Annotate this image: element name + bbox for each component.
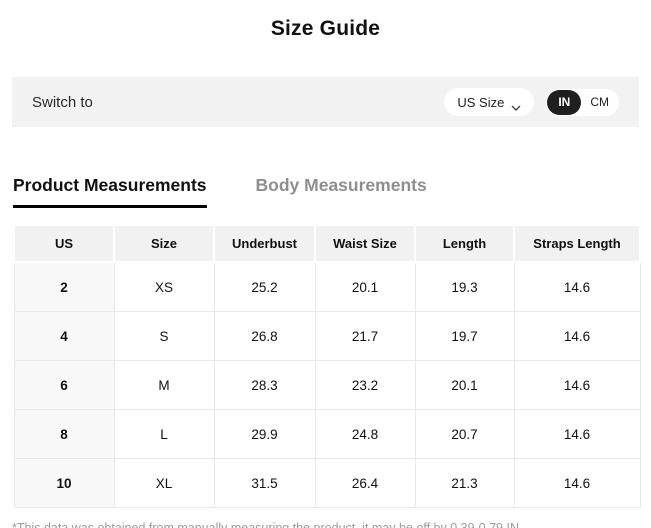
page-title: Size Guide xyxy=(270,17,381,40)
switch-controls: US Size IN CM xyxy=(444,88,619,116)
table-row: 4 S 26.8 21.7 19.7 14.6 xyxy=(13,311,641,361)
cell-straps-length: 14.6 xyxy=(513,458,641,508)
cell-waist-size: 26.4 xyxy=(314,458,416,508)
column-header-straps-length: Straps Length xyxy=(513,224,641,263)
cell-underbust: 26.8 xyxy=(213,311,316,361)
cell-waist-size: 21.7 xyxy=(314,311,416,361)
cell-size: M xyxy=(113,360,215,410)
cell-underbust: 29.9 xyxy=(213,409,316,459)
cell-length: 20.7 xyxy=(414,409,515,459)
cell-waist-size: 23.2 xyxy=(314,360,416,410)
column-header-underbust: Underbust xyxy=(213,224,316,263)
cell-us: 6 xyxy=(13,360,115,410)
cell-underbust: 31.5 xyxy=(213,458,316,508)
cell-waist-size: 24.8 xyxy=(314,409,416,459)
size-standard-dropdown[interactable]: US Size xyxy=(444,88,535,116)
cell-underbust: 28.3 xyxy=(213,360,316,410)
unit-option-in[interactable]: IN xyxy=(547,89,582,115)
table-row: 8 L 29.9 24.8 20.7 14.6 xyxy=(13,409,641,459)
cell-length: 19.3 xyxy=(414,261,515,312)
tab-body-measurements[interactable]: Body Measurements xyxy=(255,175,427,195)
column-header-waist-size: Waist Size xyxy=(314,224,416,263)
measurement-disclaimer: *This data was obtained from manually me… xyxy=(12,521,523,528)
tab-product-measurements[interactable]: Product Measurements xyxy=(13,175,207,208)
cell-us: 8 xyxy=(13,409,115,459)
cell-straps-length: 14.6 xyxy=(513,311,641,361)
cell-size: XS xyxy=(113,261,215,312)
size-measurements-table: US Size Underbust Waist Size Length Stra… xyxy=(13,224,641,508)
cell-us: 2 xyxy=(13,261,115,312)
unit-option-cm[interactable]: CM xyxy=(590,95,609,109)
cell-waist-size: 20.1 xyxy=(314,261,416,312)
cell-size: XL xyxy=(113,458,215,508)
cell-length: 20.1 xyxy=(414,360,515,410)
cell-underbust: 25.2 xyxy=(213,261,316,312)
table-header-row: US Size Underbust Waist Size Length Stra… xyxy=(13,224,641,263)
switch-bar: Switch to US Size IN CM xyxy=(12,77,639,127)
cell-size: L xyxy=(113,409,215,459)
table-row: 2 XS 25.2 20.1 19.3 14.6 xyxy=(13,261,641,312)
cell-us: 10 xyxy=(13,458,115,508)
chevron-down-icon xyxy=(511,99,521,111)
cell-size: S xyxy=(113,311,215,361)
size-standard-selected-value: US Size xyxy=(457,94,505,110)
cell-us: 4 xyxy=(13,311,115,361)
measurement-tabs: Product Measurements Body Measurements xyxy=(13,175,639,208)
column-header-length: Length xyxy=(414,224,515,263)
cell-straps-length: 14.6 xyxy=(513,261,641,312)
cell-straps-length: 14.6 xyxy=(513,360,641,410)
table-row: 6 M 28.3 23.2 20.1 14.6 xyxy=(13,360,641,410)
cell-length: 19.7 xyxy=(414,311,515,361)
column-header-size: Size xyxy=(113,224,215,263)
unit-toggle: IN CM xyxy=(546,88,619,116)
cell-length: 21.3 xyxy=(414,458,515,508)
cell-straps-length: 14.6 xyxy=(513,409,641,459)
table-row: 10 XL 31.5 26.4 21.3 14.6 xyxy=(13,458,641,508)
switch-to-label: Switch to xyxy=(32,93,93,111)
column-header-us: US xyxy=(13,224,115,263)
